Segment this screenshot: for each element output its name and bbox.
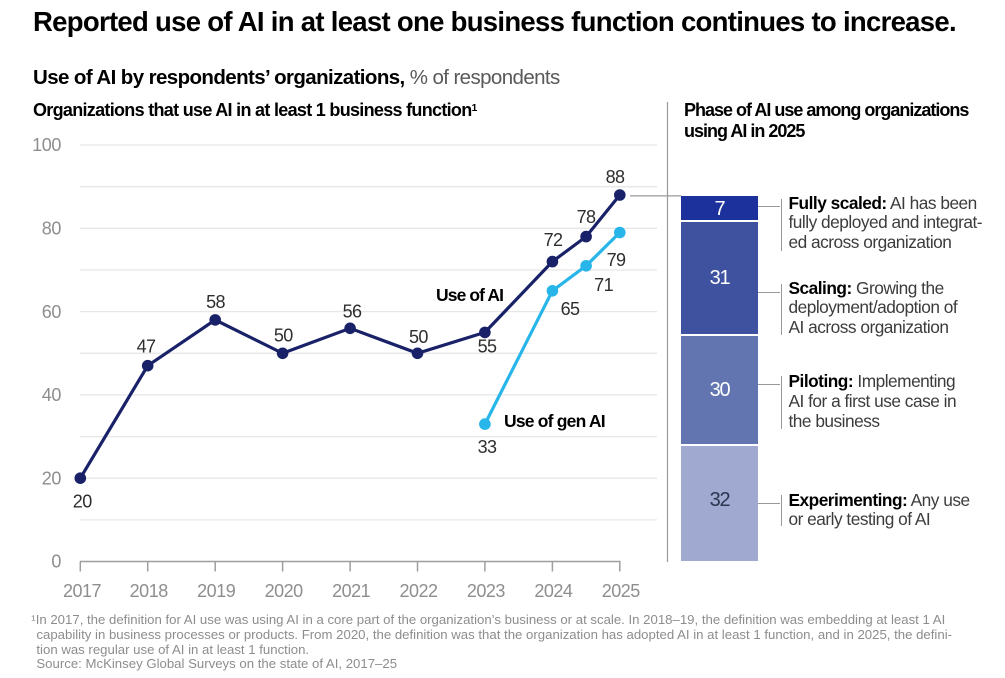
svg-text:60: 60 <box>42 302 62 322</box>
svg-text:100: 100 <box>32 135 61 155</box>
svg-text:58: 58 <box>206 292 225 312</box>
svg-text:55: 55 <box>478 337 497 357</box>
svg-text:65: 65 <box>561 299 580 319</box>
svg-text:2018: 2018 <box>130 581 169 601</box>
svg-text:78: 78 <box>577 207 596 227</box>
svg-text:20: 20 <box>73 491 92 511</box>
svg-text:88: 88 <box>606 167 625 187</box>
svg-text:0: 0 <box>51 552 61 572</box>
svg-text:40: 40 <box>42 385 62 405</box>
svg-text:2024: 2024 <box>534 581 573 601</box>
svg-text:72: 72 <box>544 230 563 250</box>
svg-text:50: 50 <box>274 326 293 346</box>
svg-text:2025: 2025 <box>602 581 641 601</box>
svg-text:71: 71 <box>594 275 613 295</box>
svg-text:2017: 2017 <box>63 581 102 601</box>
svg-text:56: 56 <box>343 301 362 321</box>
svg-text:2021: 2021 <box>332 581 371 601</box>
svg-text:79: 79 <box>607 250 626 270</box>
svg-text:2022: 2022 <box>399 581 438 601</box>
svg-text:2019: 2019 <box>197 581 236 601</box>
svg-text:50: 50 <box>409 327 428 347</box>
svg-text:47: 47 <box>137 337 156 357</box>
svg-text:2020: 2020 <box>265 581 304 601</box>
svg-text:2023: 2023 <box>467 581 506 601</box>
svg-text:80: 80 <box>42 219 62 239</box>
svg-text:33: 33 <box>478 437 497 457</box>
svg-text:20: 20 <box>42 468 62 488</box>
